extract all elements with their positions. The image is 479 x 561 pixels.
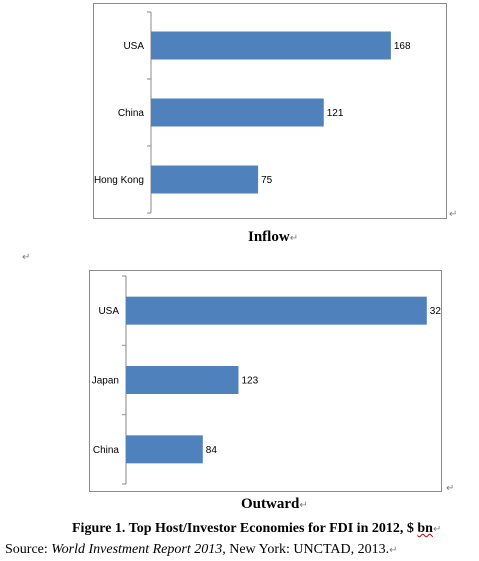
bar-usa [151,31,391,60]
inflow-chart: USA 168 China 121 Hong Kong 75 [93,3,447,219]
bar-china [126,435,203,464]
source-line: Source: World Investment Report 2013, Ne… [5,542,398,557]
data-label: 75 [261,175,273,186]
data-label: 84 [206,445,218,456]
inflow-caption: Inflow↵ [248,229,299,245]
data-label: 123 [241,376,258,387]
paragraph-mark: ↵ [446,483,455,494]
bar-hong-kong [151,165,259,194]
category-label: China [118,108,145,119]
category-label: USA [98,306,119,317]
category-label: USA [123,41,144,52]
data-label: 121 [327,108,344,119]
outward-caption: Outward↵ [241,496,308,512]
category-label: Japan [92,376,119,387]
bar-china [151,98,324,127]
bar-japan [126,366,239,394]
bar-usa [126,296,427,325]
outward-chart-plot: USA 329 Japan 123 China 84 [92,275,441,485]
paragraph-mark: ↵ [22,252,31,263]
category-label: China [93,445,120,456]
figure-title: Figure 1. Top Host/Investor Economies fo… [72,521,442,536]
outward-chart: USA 329 Japan 123 China 84 [89,270,442,492]
category-label: Hong Kong [94,175,144,186]
paragraph-mark: ↵ [449,209,458,220]
data-label: 329 [430,306,441,317]
inflow-chart-plot: USA 168 China 121 Hong Kong 75 [94,11,411,214]
data-label: 168 [394,41,411,52]
